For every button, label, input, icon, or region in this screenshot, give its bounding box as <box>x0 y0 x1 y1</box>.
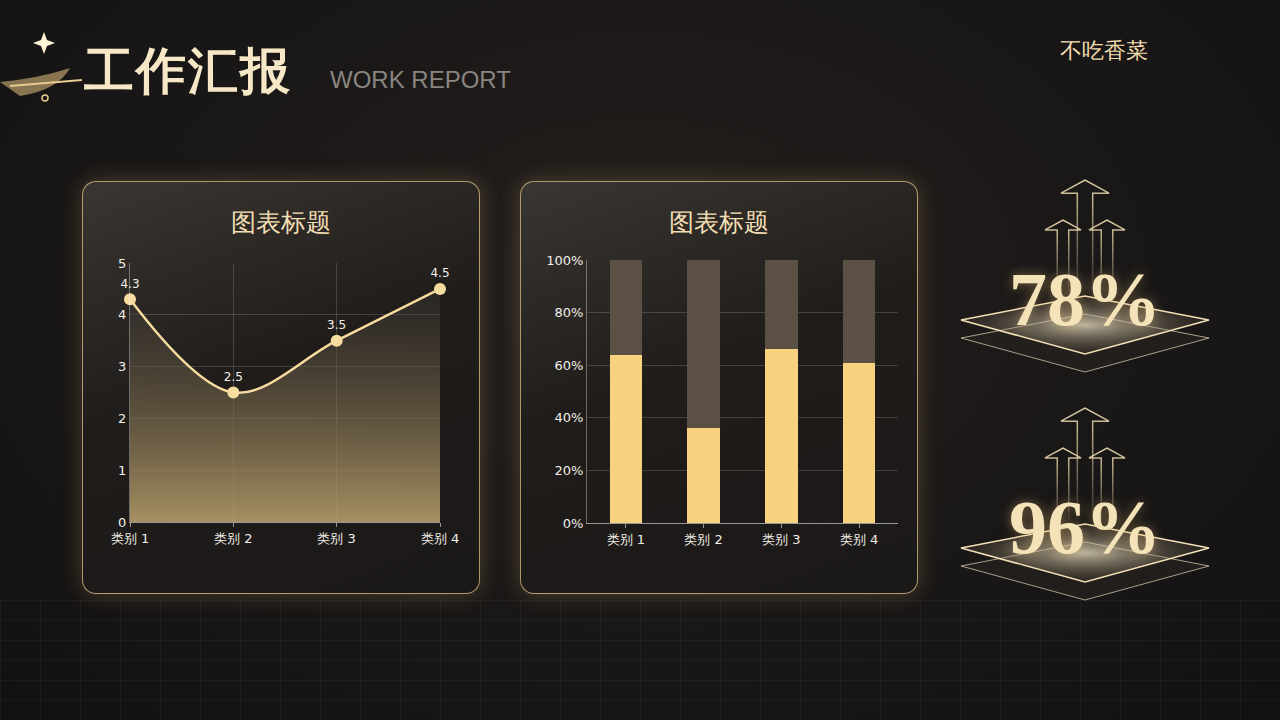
svg-text:80%: 80% <box>554 305 583 320</box>
svg-text:20%: 20% <box>554 463 583 478</box>
svg-text:0: 0 <box>118 515 126 530</box>
svg-text:2: 2 <box>118 411 126 426</box>
html-text:78%: 78% <box>1009 257 1161 341</box>
svg-text:5: 5 <box>118 256 126 271</box>
svg-text:0%: 0% <box>563 516 584 531</box>
svg-text:4: 4 <box>118 307 126 322</box>
svg-text:类别 1: 类别 1 <box>607 532 645 547</box>
svg-text:类别 3: 类别 3 <box>762 532 800 547</box>
svg-text:4.3: 4.3 <box>120 277 139 291</box>
svg-text:类别 2: 类别 2 <box>684 532 722 547</box>
svg-text:60%: 60% <box>554 358 583 373</box>
svg-text:类别 4: 类别 4 <box>421 531 459 546</box>
svg-text:类别 4: 类别 4 <box>840 532 878 547</box>
svg-text:4.5: 4.5 <box>430 266 449 280</box>
html-text:96%: 96% <box>1009 485 1161 569</box>
svg-text:40%: 40% <box>554 410 583 425</box>
svg-text:图表标题: 图表标题 <box>231 208 331 237</box>
svg-text:1: 1 <box>118 463 126 478</box>
svg-text:3.5: 3.5 <box>327 318 346 332</box>
svg-text:类别 1: 类别 1 <box>111 531 149 546</box>
html-text:WORK REPORT: WORK REPORT <box>330 66 511 93</box>
html-text:不吃香菜: 不吃香菜 <box>1060 38 1148 63</box>
html-text:工作汇报: 工作汇报 <box>84 41 292 100</box>
svg-text:类别 3: 类别 3 <box>317 531 355 546</box>
svg-text:2.5: 2.5 <box>224 370 243 384</box>
svg-text:3: 3 <box>118 359 126 374</box>
svg-text:100%: 100% <box>546 253 583 268</box>
svg-text:图表标题: 图表标题 <box>669 208 769 237</box>
svg-text:类别 2: 类别 2 <box>214 531 252 546</box>
